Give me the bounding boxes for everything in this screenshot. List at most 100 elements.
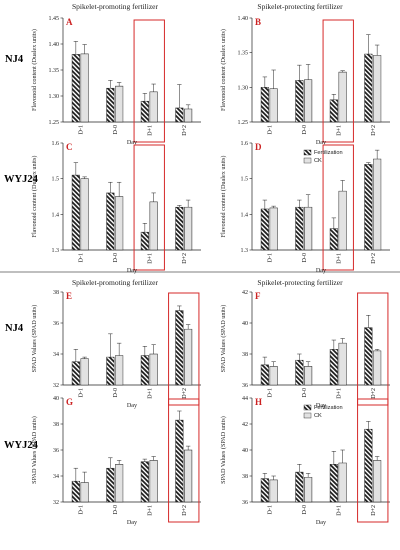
y-tick-label: 1.3: [241, 248, 249, 254]
y-tick-label: 36: [242, 500, 248, 506]
highlight-box: [357, 292, 389, 406]
panel-letter: B: [255, 17, 261, 27]
ck-bar: [115, 355, 124, 386]
panel-letter: D: [255, 142, 262, 152]
ck-bar: [269, 479, 278, 503]
x-tick-label: D-1: [267, 125, 273, 134]
x-axis-label: Day: [127, 519, 138, 526]
ck-bar: [338, 462, 347, 503]
chart-panel-g: 32 34 36 38 40 D-1 D-0 D+1 D+2 Day SPAD Values (SP…: [31, 396, 201, 526]
variety-label-nj4-top: NJ4: [5, 54, 24, 65]
ck-bar: [304, 477, 313, 503]
y-tick-label: 38: [53, 290, 59, 296]
ck-bar: [115, 196, 124, 251]
y-axis-label: Flavonoid content (Dualex units): [31, 156, 38, 238]
fertilization-bar: [295, 471, 304, 503]
chart-panel-b: 1.25 1.30 1.35 1.40 D-1 D-0 D+1 D+2 Day Flavonoid…: [220, 16, 390, 146]
x-tick-label: D-0: [302, 253, 308, 262]
fertilization-bar: [140, 231, 149, 251]
y-tick-label: 44: [242, 396, 248, 402]
chart-panel-c: 1.3 1.4 1.5 1.6 D-1 D-0 D+1 D+2 Day Flavonoid con…: [31, 141, 201, 274]
fertilization-bar: [140, 100, 149, 123]
chart-panel-e: 32 34 36 38 D-1 D-0 D+1 D+2 Day SPAD Values (SPAD…: [31, 290, 201, 409]
fertilization-bar: [71, 54, 80, 123]
y-tick-label: 32: [53, 500, 59, 506]
y-axis-label: Flavonoid content (Dualex units): [31, 29, 38, 111]
fertilization-bar: [106, 192, 115, 251]
y-axis-label: Flavonoid content (Dualex units): [220, 156, 227, 238]
fertilization-bar: [71, 361, 80, 386]
x-tick-label: D-0: [302, 125, 308, 134]
ck-bar: [184, 206, 193, 251]
fertilization-bar: [175, 107, 184, 123]
ck-bar: [304, 79, 313, 123]
y-tick-label: 1.25: [49, 120, 60, 126]
ck-bar: [269, 88, 278, 123]
y-tick-label: 1.4: [241, 212, 249, 218]
x-tick-label: D+1: [147, 505, 153, 516]
ck-bar: [149, 353, 158, 386]
y-tick-label: 36: [53, 448, 59, 454]
y-tick-label: 36: [242, 383, 248, 389]
ck-bar: [373, 460, 382, 503]
x-tick-label: D+1: [147, 125, 153, 136]
y-tick-label: 1.40: [49, 42, 60, 48]
fertilization-bar: [329, 99, 338, 123]
y-tick-label: 1.45: [49, 16, 60, 22]
highlight-box: [322, 19, 354, 143]
section-title-promoting-top: Spikelet-promoting fertilizer: [72, 2, 159, 11]
highlight-box: [133, 19, 165, 143]
y-axis-label: Flavonoid content (Dualex units): [220, 29, 227, 111]
y-tick-label: 40: [53, 396, 59, 402]
x-tick-label: D-1: [78, 253, 84, 262]
variety-label-wyj24-bottom: WYJ24: [4, 440, 39, 451]
ck-bar: [80, 53, 89, 123]
x-tick-label: D+2: [371, 125, 377, 136]
fertilization-bar: [106, 356, 115, 386]
x-tick-label: D-1: [78, 388, 84, 397]
fertilization-bar: [295, 359, 304, 386]
y-tick-label: 1.25: [238, 120, 249, 126]
x-tick-label: D+2: [182, 253, 188, 264]
ck-bar: [269, 366, 278, 386]
variety-label-wyj24-top: WYJ24: [4, 174, 39, 185]
fertilization-bar: [175, 206, 184, 251]
x-axis-label: Day: [316, 402, 327, 409]
x-tick-label: D+1: [336, 125, 342, 136]
y-tick-label: 38: [53, 422, 59, 428]
legend-label-fertilization: Fertilization: [314, 150, 343, 156]
section-title-protecting-bottom: Spikelet-protecting fertilizer: [257, 278, 343, 287]
x-tick-label: D-1: [267, 505, 273, 514]
fertilization-bar: [364, 164, 373, 251]
fertilization-bar: [71, 480, 80, 503]
x-tick-label: D+2: [371, 505, 377, 516]
y-tick-label: 36: [53, 321, 59, 327]
x-axis-label: Day: [316, 519, 327, 526]
fertilization-bar: [175, 419, 184, 503]
x-axis-label: Day: [316, 139, 327, 146]
x-tick-label: D+1: [336, 388, 342, 399]
y-tick-label: 1.5: [241, 177, 249, 183]
ck-bar: [149, 201, 158, 251]
legend-swatch-ck: [303, 412, 312, 419]
fertilization-bar: [260, 208, 269, 251]
highlight-box: [133, 144, 165, 271]
y-tick-label: 34: [53, 474, 59, 480]
y-tick-label: 38: [242, 474, 248, 480]
x-tick-label: D+2: [182, 388, 188, 399]
fertilization-bar: [140, 355, 149, 386]
chart-panel-f: 36 38 40 42 D-1 D-0 D+1 D+2 Day SPAD Values (SPAD…: [220, 290, 390, 409]
fertilization-bar: [106, 467, 115, 503]
y-tick-label: 38: [242, 352, 248, 358]
ck-bar: [373, 350, 382, 386]
x-tick-label: D-1: [78, 505, 84, 514]
legend-label-fertilization: Fertilization: [314, 405, 343, 411]
legend-label-ck: CK: [314, 413, 322, 419]
ck-bar: [80, 482, 89, 503]
fertilization-bar: [329, 464, 338, 503]
y-tick-label: 1.35: [49, 68, 60, 74]
variety-label-nj4-bottom: NJ4: [5, 323, 24, 334]
ck-bar: [80, 358, 89, 386]
ck-bar: [304, 206, 313, 251]
y-tick-label: 1.6: [241, 141, 249, 147]
